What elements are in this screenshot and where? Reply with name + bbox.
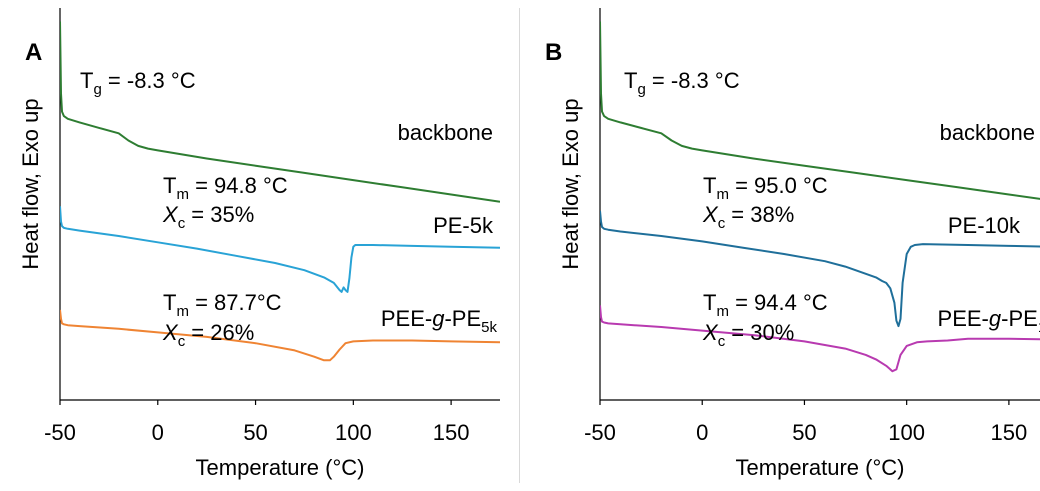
- x-tick-label: 100: [335, 420, 372, 445]
- series-label-name: PEE-: [381, 306, 432, 331]
- x-tick-label: 0: [152, 420, 164, 445]
- annotation-0: Tg = -8.3 °C: [80, 68, 196, 98]
- annotation-3: Tm = 94.4 °C: [703, 290, 828, 320]
- x-tick-label: 50: [243, 420, 267, 445]
- series-label-name: PE-5k: [433, 213, 494, 238]
- series-label-1: PE-5k: [433, 213, 494, 238]
- annotation-symbol: X: [162, 320, 179, 345]
- annotation-value: = 30%: [725, 320, 794, 345]
- series-line-1: [60, 206, 500, 293]
- annotation-1: Tm = 95.0 °C: [703, 173, 828, 203]
- annotation-subscript: c: [178, 333, 186, 350]
- dsc-chart-panel-b: -50 0 50 100 150 Temperature (°C) Heat flow, E…: [520, 0, 1040, 491]
- annotation-3: Tm = 87.7°C: [163, 290, 282, 320]
- x-tick-label: 100: [888, 420, 925, 445]
- annotation-symbol: X: [702, 202, 719, 227]
- series-label-0: backbone: [940, 120, 1035, 145]
- annotation-2: Xc = 38%: [702, 202, 794, 232]
- series-label-name: PEE-: [938, 306, 989, 331]
- x-tick-label: 0: [696, 420, 708, 445]
- annotation-symbol: T: [624, 68, 637, 93]
- series-label-1: PE-10k: [948, 213, 1021, 238]
- y-axis-title: Heat flow, Exo up: [558, 98, 583, 269]
- annotation-symbol: T: [80, 68, 93, 93]
- annotation-subscript: c: [718, 333, 726, 350]
- annotation-symbol: X: [702, 320, 719, 345]
- annotation-value: = 94.8 °C: [189, 173, 288, 198]
- annotation-value: = 35%: [185, 202, 254, 227]
- annotation-subscript: g: [93, 81, 101, 98]
- annotation-symbol: T: [703, 290, 716, 315]
- x-tick-label: 150: [433, 420, 470, 445]
- annotation-value: = -8.3 °C: [102, 68, 196, 93]
- x-tick-label: -50: [44, 420, 76, 445]
- annotation-subscript: g: [637, 81, 645, 98]
- annotation-value: = 95.0 °C: [729, 173, 828, 198]
- annotation-subscript: m: [176, 303, 189, 320]
- series-line-0: [60, 21, 500, 203]
- annotation-subscript: c: [178, 215, 186, 232]
- dsc-chart-panel-a: -50 0 50 100 150 Temperature (°C) Heat flow, E…: [18, 8, 500, 480]
- x-tick-label: 50: [792, 420, 816, 445]
- annotation-symbol: T: [703, 173, 716, 198]
- annotation-subscript: c: [718, 215, 726, 232]
- series-label-rest: -PE: [444, 306, 481, 331]
- series-label-rest: -PE: [1001, 306, 1038, 331]
- series-label-subscript: 5k: [481, 319, 497, 336]
- panel-label: A: [25, 39, 42, 66]
- series-line-2: [600, 305, 1040, 373]
- series-line-1: [600, 210, 1040, 328]
- annotation-4: Xc = 30%: [702, 320, 794, 350]
- annotation-2: Xc = 35%: [162, 202, 254, 232]
- series-label-name: backbone: [940, 120, 1035, 145]
- annotation-subscript: m: [716, 186, 729, 203]
- annotation-subscript: m: [176, 186, 189, 203]
- series-label-0: backbone: [398, 120, 493, 145]
- annotation-value: = -8.3 °C: [646, 68, 740, 93]
- annotation-symbol: T: [163, 173, 176, 198]
- annotation-symbol: X: [162, 202, 179, 227]
- annotation-4: Xc = 26%: [162, 320, 254, 350]
- dsc-chart-svg-a: -50 0 50 100 150 Temperature (°C) Heat flow, E…: [18, 8, 500, 480]
- series-label-italic: g: [432, 306, 445, 331]
- series-line-2: [60, 309, 500, 362]
- series-label-2: PEE-g-PE5k: [381, 306, 498, 336]
- annotation-symbol: T: [163, 290, 176, 315]
- series-label-name: PE-10k: [948, 213, 1021, 238]
- series-label-name: backbone: [398, 120, 493, 145]
- annotation-value: = 94.4 °C: [729, 290, 828, 315]
- annotation-0: Tg = -8.3 °C: [624, 68, 740, 98]
- series-line-0: [600, 21, 1040, 200]
- panel-label: B: [545, 39, 562, 66]
- y-axis-title: Heat flow, Exo up: [18, 98, 43, 269]
- annotation-subscript: m: [716, 303, 729, 320]
- annotation-1: Tm = 94.8 °C: [163, 173, 288, 203]
- series-label-italic: g: [989, 306, 1002, 331]
- series-label-2: PEE-g-PE10k: [938, 306, 1040, 336]
- x-axis-title: Temperature (°C): [736, 455, 905, 480]
- annotation-value: = 38%: [725, 202, 794, 227]
- dsc-chart-svg-b: -50 0 50 100 150 Temperature (°C) Heat flow, E…: [545, 8, 1040, 480]
- annotation-value: = 87.7°C: [189, 290, 282, 315]
- annotation-value: = 26%: [185, 320, 254, 345]
- panel-divider: [519, 8, 520, 483]
- x-tick-label: 150: [991, 420, 1028, 445]
- x-axis-title: Temperature (°C): [196, 455, 365, 480]
- series-label-subscript: 10k: [1038, 319, 1040, 336]
- x-tick-label: -50: [584, 420, 616, 445]
